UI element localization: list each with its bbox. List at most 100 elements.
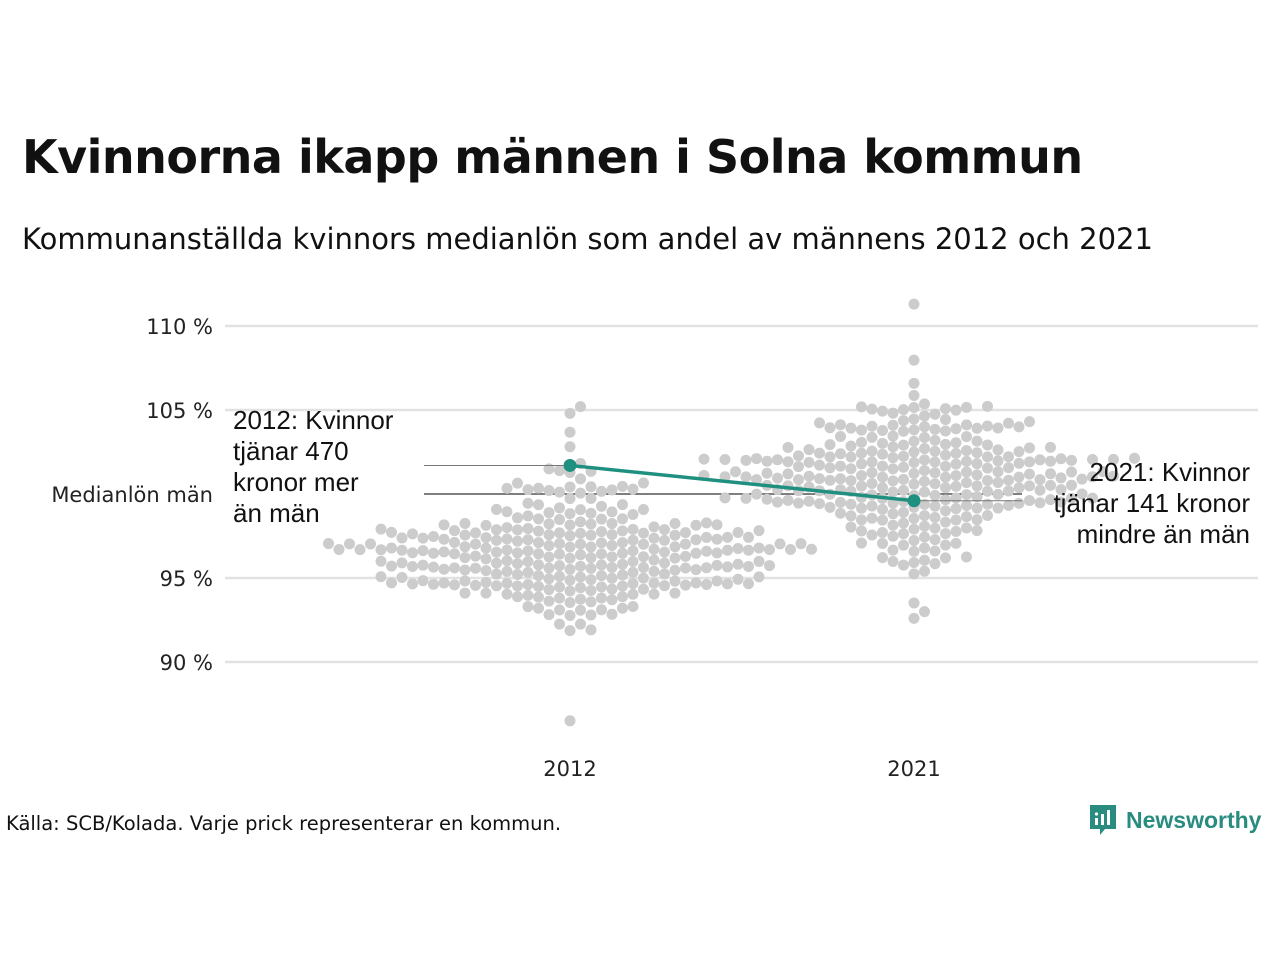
municipality-dot bbox=[344, 538, 355, 550]
municipality-dot bbox=[564, 625, 576, 637]
municipality-dot bbox=[919, 542, 930, 554]
municipality-dot bbox=[438, 577, 450, 589]
municipality-dot bbox=[575, 487, 586, 499]
municipality-dot bbox=[751, 453, 762, 465]
municipality-dot bbox=[396, 572, 408, 584]
municipality-dot bbox=[585, 529, 597, 541]
municipality-dot bbox=[887, 441, 899, 453]
municipality-dot bbox=[365, 538, 376, 550]
municipality-dot bbox=[866, 477, 878, 489]
municipality-dot bbox=[333, 543, 345, 555]
municipality-dot bbox=[470, 579, 481, 591]
municipality-dot bbox=[887, 530, 899, 542]
municipality-dot bbox=[449, 579, 460, 591]
municipality-dot bbox=[971, 480, 983, 492]
municipality-dot bbox=[585, 562, 597, 574]
municipality-dot bbox=[617, 499, 628, 511]
municipality-dot bbox=[845, 510, 857, 522]
municipality-dot bbox=[648, 577, 660, 589]
municipality-dot bbox=[919, 465, 930, 477]
municipality-dot bbox=[940, 552, 951, 564]
municipality-dot bbox=[919, 565, 930, 577]
municipality-dot bbox=[877, 448, 888, 460]
municipality-dot bbox=[501, 533, 513, 545]
municipality-dot bbox=[856, 458, 867, 470]
municipality-dot bbox=[543, 562, 555, 574]
municipality-dot bbox=[772, 454, 783, 466]
municipality-dot bbox=[940, 438, 951, 450]
municipality-dot bbox=[992, 455, 1004, 467]
municipality-dot bbox=[919, 443, 930, 455]
municipality-dot bbox=[814, 473, 825, 485]
highlight-point bbox=[907, 494, 921, 508]
municipality-dot bbox=[866, 456, 878, 468]
municipality-dot bbox=[908, 612, 920, 624]
municipality-dot bbox=[585, 518, 597, 530]
municipality-dot bbox=[375, 555, 387, 567]
municipality-dot bbox=[1013, 457, 1025, 469]
municipality-dot bbox=[648, 521, 660, 533]
municipality-dot bbox=[596, 548, 607, 560]
municipality-dot bbox=[743, 560, 754, 572]
municipality-dot bbox=[1066, 479, 1077, 491]
municipality-dot bbox=[533, 548, 544, 560]
municipality-dot bbox=[908, 523, 920, 535]
municipality-dot bbox=[1034, 484, 1046, 496]
municipality-dot bbox=[501, 506, 513, 518]
municipality-dot bbox=[512, 512, 523, 524]
municipality-dot bbox=[919, 475, 930, 487]
municipality-dot bbox=[856, 480, 867, 492]
municipality-dot bbox=[711, 519, 723, 531]
municipality-dot bbox=[501, 482, 513, 494]
municipality-dot bbox=[1003, 474, 1014, 486]
municipality-dot bbox=[564, 585, 576, 597]
municipality-dot bbox=[982, 485, 993, 497]
municipality-dot bbox=[585, 624, 597, 636]
municipality-dot bbox=[417, 575, 429, 587]
municipality-dot bbox=[950, 470, 962, 482]
municipality-dot bbox=[740, 454, 752, 466]
y-tick-label: 110 % bbox=[146, 315, 213, 339]
municipality-dot bbox=[887, 544, 899, 556]
municipality-dot bbox=[459, 564, 471, 576]
municipality-dot bbox=[386, 542, 397, 554]
municipality-dot bbox=[856, 525, 867, 537]
municipality-dot bbox=[596, 537, 607, 549]
municipality-dot bbox=[501, 577, 513, 589]
municipality-dot bbox=[1024, 495, 1035, 507]
municipality-dot bbox=[866, 403, 878, 415]
municipality-dot bbox=[438, 533, 450, 545]
municipality-dot bbox=[929, 500, 941, 512]
municipality-dot bbox=[814, 447, 825, 459]
municipality-dot bbox=[971, 458, 983, 470]
municipality-dot bbox=[856, 537, 867, 549]
municipality-dot bbox=[961, 419, 972, 431]
municipality-dot bbox=[585, 552, 597, 564]
municipality-dot bbox=[1024, 442, 1035, 454]
municipality-dot bbox=[898, 517, 909, 529]
municipality-dot bbox=[940, 403, 951, 415]
municipality-dot bbox=[459, 541, 471, 553]
municipality-dot bbox=[908, 402, 920, 414]
municipality-dot bbox=[554, 538, 565, 550]
municipality-dot bbox=[835, 430, 846, 442]
brand-logo: Newsworthy bbox=[1088, 803, 1261, 837]
municipality-dot bbox=[929, 545, 941, 557]
municipality-dot bbox=[585, 481, 597, 493]
municipality-dot bbox=[908, 435, 920, 447]
municipality-dot bbox=[845, 440, 857, 452]
y-tick-label: Medianlön män bbox=[51, 483, 213, 507]
municipality-dot bbox=[554, 592, 565, 604]
municipality-dot bbox=[659, 524, 670, 536]
municipality-dot bbox=[575, 582, 586, 594]
municipality-dot bbox=[887, 555, 899, 567]
municipality-dot bbox=[669, 552, 681, 564]
municipality-dot bbox=[856, 436, 867, 448]
municipality-dot bbox=[950, 525, 962, 537]
municipality-dot bbox=[898, 439, 909, 451]
municipality-dot bbox=[480, 587, 492, 599]
municipality-dot bbox=[680, 550, 691, 562]
municipality-dot bbox=[908, 457, 920, 469]
municipality-dot bbox=[992, 502, 1004, 514]
municipality-dot bbox=[961, 401, 972, 413]
